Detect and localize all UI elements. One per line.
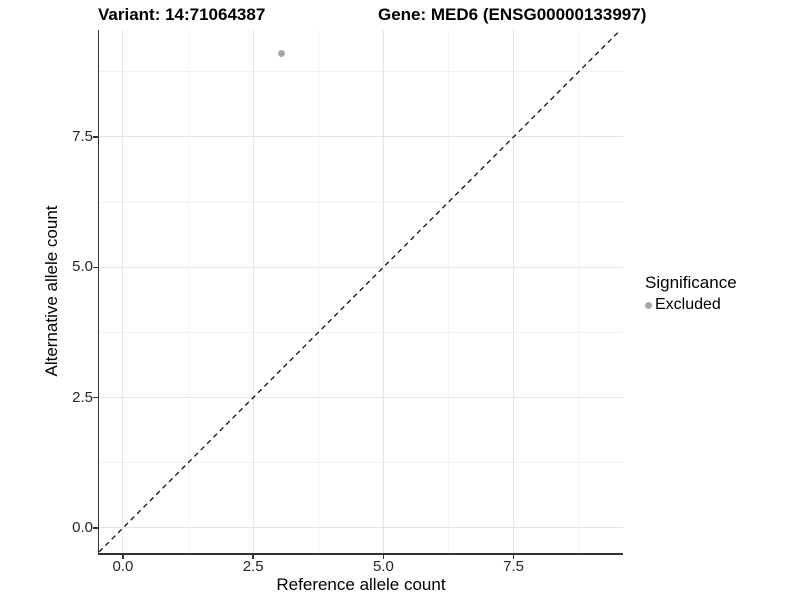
y-axis-tick <box>93 396 98 399</box>
x-tick-label: 2.5 <box>242 558 264 575</box>
y-major-gridline <box>99 266 623 268</box>
y-axis-title-text: Alternative allele count <box>42 205 61 377</box>
plot-panel <box>98 29 623 553</box>
y-minor-gridline <box>99 331 623 333</box>
x-major-gridline <box>252 30 254 553</box>
y-minor-gridline <box>99 201 623 203</box>
legend-title: Significance <box>645 273 737 292</box>
legend-item-label: Excluded <box>655 296 721 313</box>
x-tick-label: 0.0 <box>112 558 134 575</box>
x-minor-gridline <box>578 30 580 553</box>
data-point-excluded <box>278 49 286 57</box>
x-minor-gridline <box>317 30 319 553</box>
y-axis-tick <box>93 136 98 138</box>
x-minor-gridline <box>187 30 189 553</box>
y-tick-label: 5.0 <box>72 258 93 276</box>
y-tick-label: 7.5 <box>72 127 93 145</box>
x-tick-label: 5.0 <box>372 558 394 575</box>
x-axis-tick <box>122 554 124 559</box>
x-axis-tick <box>512 554 515 559</box>
y-major-gridline <box>99 527 623 529</box>
y-axis-tick <box>93 266 98 268</box>
y-tick-label: 2.5 <box>72 388 93 406</box>
x-axis-line <box>97 553 623 555</box>
legend-key-dot-icon <box>645 301 652 309</box>
plot-title-gene: Gene: MED6 (ENSG00000133997) <box>378 5 647 24</box>
x-minor-gridline <box>448 30 449 553</box>
y-major-gridline <box>99 397 623 399</box>
identity-line <box>98 29 621 553</box>
x-axis-tick <box>382 554 385 559</box>
plot-title-variant: Variant: 14:71064387 <box>98 5 266 24</box>
legend-item-excluded: Excluded <box>645 296 737 314</box>
x-axis-title: Reference allele count <box>276 575 446 594</box>
y-tick-label: 0.0 <box>72 518 93 536</box>
y-minor-gridline <box>99 71 623 73</box>
y-minor-gridline <box>99 462 623 464</box>
x-major-gridline <box>122 30 124 553</box>
y-axis-line <box>97 30 99 555</box>
y-major-gridline <box>99 136 623 138</box>
legend: Significance Excluded <box>645 273 737 314</box>
x-major-gridline <box>513 30 515 553</box>
x-major-gridline <box>382 30 384 553</box>
identity-line-path <box>98 29 621 553</box>
x-axis-tick <box>252 554 254 559</box>
x-tick-label: 7.5 <box>503 558 525 575</box>
y-axis-tick <box>93 527 98 529</box>
